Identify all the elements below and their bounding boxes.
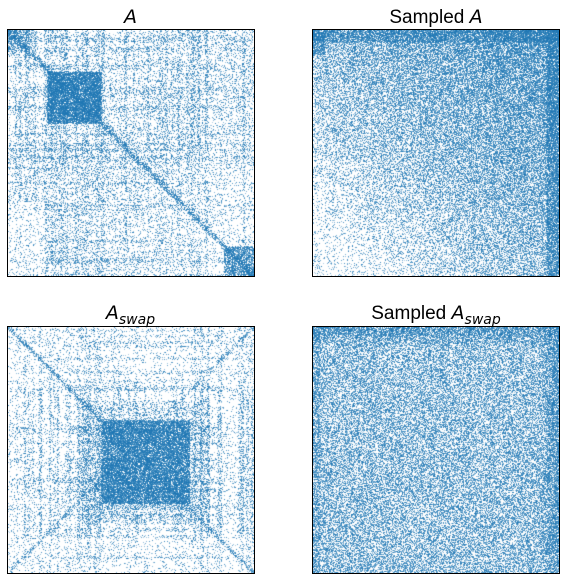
plot-area bbox=[312, 29, 560, 277]
scatter-points bbox=[8, 30, 254, 276]
chart-panel-a: A bbox=[0, 0, 282, 290]
scatter-points bbox=[8, 327, 254, 573]
plot-area bbox=[7, 29, 255, 277]
chart-title: A bbox=[124, 6, 137, 28]
plot-area bbox=[7, 326, 255, 574]
chart-panel-sampled-a-swap: Sampled Aswap bbox=[282, 290, 565, 580]
scatter-points bbox=[313, 327, 559, 573]
chart-panel-a-swap: Aswap bbox=[0, 290, 282, 580]
plot-area bbox=[312, 326, 560, 574]
chart-panel-sampled-a: Sampled A bbox=[282, 0, 565, 290]
chart-title: Aswap bbox=[105, 302, 156, 328]
chart-title: Sampled Aswap bbox=[371, 302, 501, 328]
scatter-points bbox=[313, 30, 559, 276]
chart-title: Sampled A bbox=[389, 6, 483, 28]
